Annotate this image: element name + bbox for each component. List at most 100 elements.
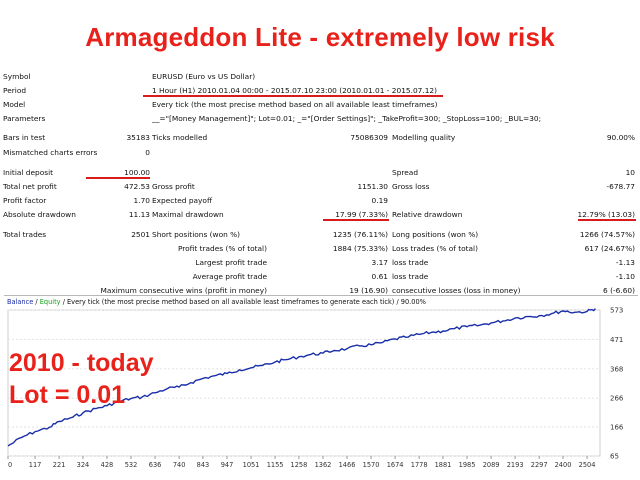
quality-value: 90.00% bbox=[606, 133, 635, 142]
x-tick-label: 428 bbox=[101, 461, 114, 469]
legend-separator: / bbox=[33, 298, 40, 306]
ticks-value: 75086309 bbox=[350, 133, 388, 142]
average-loss-trade-label: loss trade bbox=[392, 272, 429, 281]
profit-factor-label: Profit factor bbox=[3, 196, 47, 205]
maximal-drawdown-underline bbox=[323, 219, 389, 221]
short-positions-label: Short positions (won %) bbox=[152, 230, 241, 239]
profit-trades-label: Profit trades (% of total) bbox=[177, 244, 267, 253]
expected-payoff-value: 0.19 bbox=[371, 196, 388, 205]
x-tick-label: 2297 bbox=[531, 461, 548, 469]
largest-loss-trade-value: -1.13 bbox=[615, 258, 635, 267]
y-tick-label: 166 bbox=[610, 423, 624, 431]
x-tick-label: 1674 bbox=[387, 461, 404, 469]
y-tick-label: 368 bbox=[610, 365, 623, 373]
mismatch-value: 0 bbox=[145, 148, 150, 157]
ticks-label: Ticks modelled bbox=[152, 133, 208, 142]
expected-payoff-label: Expected payoff bbox=[152, 196, 213, 205]
model-value: Every tick (the most precise method base… bbox=[152, 100, 438, 109]
legend-description: / Every tick (the most precise method ba… bbox=[60, 298, 426, 306]
x-tick-label: 740 bbox=[173, 461, 186, 469]
chart-overlay-text: 2010 - today Lot = 0.01 bbox=[9, 347, 154, 411]
x-tick-label: 117 bbox=[29, 461, 42, 469]
x-tick-label: 1881 bbox=[435, 461, 452, 469]
x-tick-label: 1051 bbox=[243, 461, 260, 469]
net-profit-label: Total net profit bbox=[3, 182, 57, 191]
chart-legend: Balance / Equity / Every tick (the most … bbox=[7, 298, 426, 306]
x-tick-label: 1570 bbox=[363, 461, 380, 469]
loss-trades-label: Loss trades (% of total) bbox=[392, 244, 478, 253]
overlay-lot: Lot = 0.01 bbox=[9, 381, 126, 409]
long-positions-value: 1266 (74.57%) bbox=[579, 230, 635, 239]
x-tick-label: 221 bbox=[53, 461, 66, 469]
max-consecutive-wins-label: Maximum consecutive wins (profit in mone… bbox=[100, 286, 267, 295]
period-value: 1 Hour (H1) 2010.01.04 00:00 - 2015.07.1… bbox=[152, 86, 437, 95]
total-trades-value: 2501 bbox=[131, 230, 150, 239]
x-tick-label: 1155 bbox=[267, 461, 284, 469]
profit-trades-value: 1884 (75.33%) bbox=[332, 244, 388, 253]
deposit-underline bbox=[86, 177, 150, 179]
report-consecutive: Maximum consecutive wins (profit in mone… bbox=[0, 286, 640, 336]
y-tick-label: 471 bbox=[610, 336, 623, 344]
x-tick-label: 1778 bbox=[411, 461, 428, 469]
max-consecutive-losses-value: 6 (-6.60) bbox=[603, 286, 635, 295]
absolute-drawdown-value: 11.13 bbox=[128, 210, 150, 219]
legend-equity: Equity bbox=[39, 298, 61, 306]
y-tick-label: 573 bbox=[610, 307, 623, 315]
x-tick-label: 2193 bbox=[507, 461, 524, 469]
x-tick-label: 2400 bbox=[555, 461, 572, 469]
overlay-period: 2010 - today bbox=[9, 349, 154, 377]
y-tick-label: 65 bbox=[610, 453, 619, 461]
max-consecutive-losses-label: consecutive losses (loss in money) bbox=[392, 286, 521, 295]
balance-chart: Balance / Equity / Every tick (the most … bbox=[4, 295, 638, 476]
maximal-drawdown-value: 17.99 (7.33%) bbox=[335, 210, 388, 219]
series-line-balance bbox=[7, 308, 596, 447]
deposit-label: Initial deposit bbox=[3, 168, 54, 177]
x-tick-label: 1466 bbox=[339, 461, 356, 469]
y-tick-label: 266 bbox=[610, 395, 624, 403]
largest-profit-trade-label: Largest profit trade bbox=[195, 258, 267, 267]
x-tick-label: 324 bbox=[77, 461, 90, 469]
largest-loss-trade-label: loss trade bbox=[392, 258, 429, 267]
average-loss-trade-value: -1.10 bbox=[615, 272, 635, 281]
symbol-value: EURUSD (Euro vs US Dollar) bbox=[152, 72, 256, 81]
period-underline bbox=[143, 95, 443, 97]
max-consecutive-wins-value: 19 (16.90) bbox=[349, 286, 388, 295]
x-tick-label: 532 bbox=[125, 461, 138, 469]
gross-profit-value: 1151.30 bbox=[357, 182, 388, 191]
page-title: Armageddon Lite - extremely low risk bbox=[85, 22, 555, 52]
gross-loss-value: -678.77 bbox=[606, 182, 635, 191]
quality-label: Modelling quality bbox=[392, 133, 456, 142]
net-profit-value: 472.53 bbox=[124, 182, 150, 191]
bars-label: Bars in test bbox=[3, 133, 46, 142]
spread-label: Spread bbox=[392, 168, 419, 177]
x-tick-label: 2089 bbox=[483, 461, 500, 469]
x-tick-label: 843 bbox=[197, 461, 210, 469]
relative-drawdown-label: Relative drawdown bbox=[392, 210, 463, 219]
x-tick-label: 1985 bbox=[459, 461, 476, 469]
x-tick-label: 947 bbox=[221, 461, 234, 469]
relative-drawdown-underline bbox=[578, 219, 636, 221]
average-profit-trade-label: Average profit trade bbox=[192, 272, 267, 281]
deposit-value: 100.00 bbox=[124, 168, 150, 177]
gross-loss-label: Gross loss bbox=[392, 182, 430, 191]
legend-balance: Balance bbox=[7, 298, 34, 306]
balance-line-plot: 573 471 368 266 166 65 0 117 221 324 428 532 636 740 8… bbox=[7, 307, 624, 469]
gross-profit-label: Gross profit bbox=[152, 182, 195, 191]
largest-profit-trade-value: 3.17 bbox=[371, 258, 388, 267]
x-tick-label: 1362 bbox=[315, 461, 332, 469]
long-positions-label: Long positions (won %) bbox=[392, 230, 479, 239]
profit-factor-value: 1.70 bbox=[133, 196, 150, 205]
mismatch-label: Mismatched charts errors bbox=[3, 148, 98, 157]
spread-value: 10 bbox=[625, 168, 635, 177]
model-label: Model bbox=[3, 100, 26, 109]
x-tick-label: 0 bbox=[8, 461, 12, 469]
x-tick-label: 2504 bbox=[579, 461, 596, 469]
short-positions-value: 1235 (76.11%) bbox=[332, 230, 388, 239]
test-report: Symbol EURUSD (Euro vs US Dollar) Period… bbox=[0, 70, 640, 290]
x-tick-label: 1258 bbox=[291, 461, 308, 469]
relative-drawdown-value: 12.79% (13.03) bbox=[577, 210, 635, 219]
parameters-value: __="[Money Management]"; Lot=0.01; _="[O… bbox=[152, 114, 542, 123]
average-profit-trade-value: 0.61 bbox=[371, 272, 388, 281]
total-trades-label: Total trades bbox=[3, 230, 47, 239]
period-label: Period bbox=[3, 86, 27, 95]
